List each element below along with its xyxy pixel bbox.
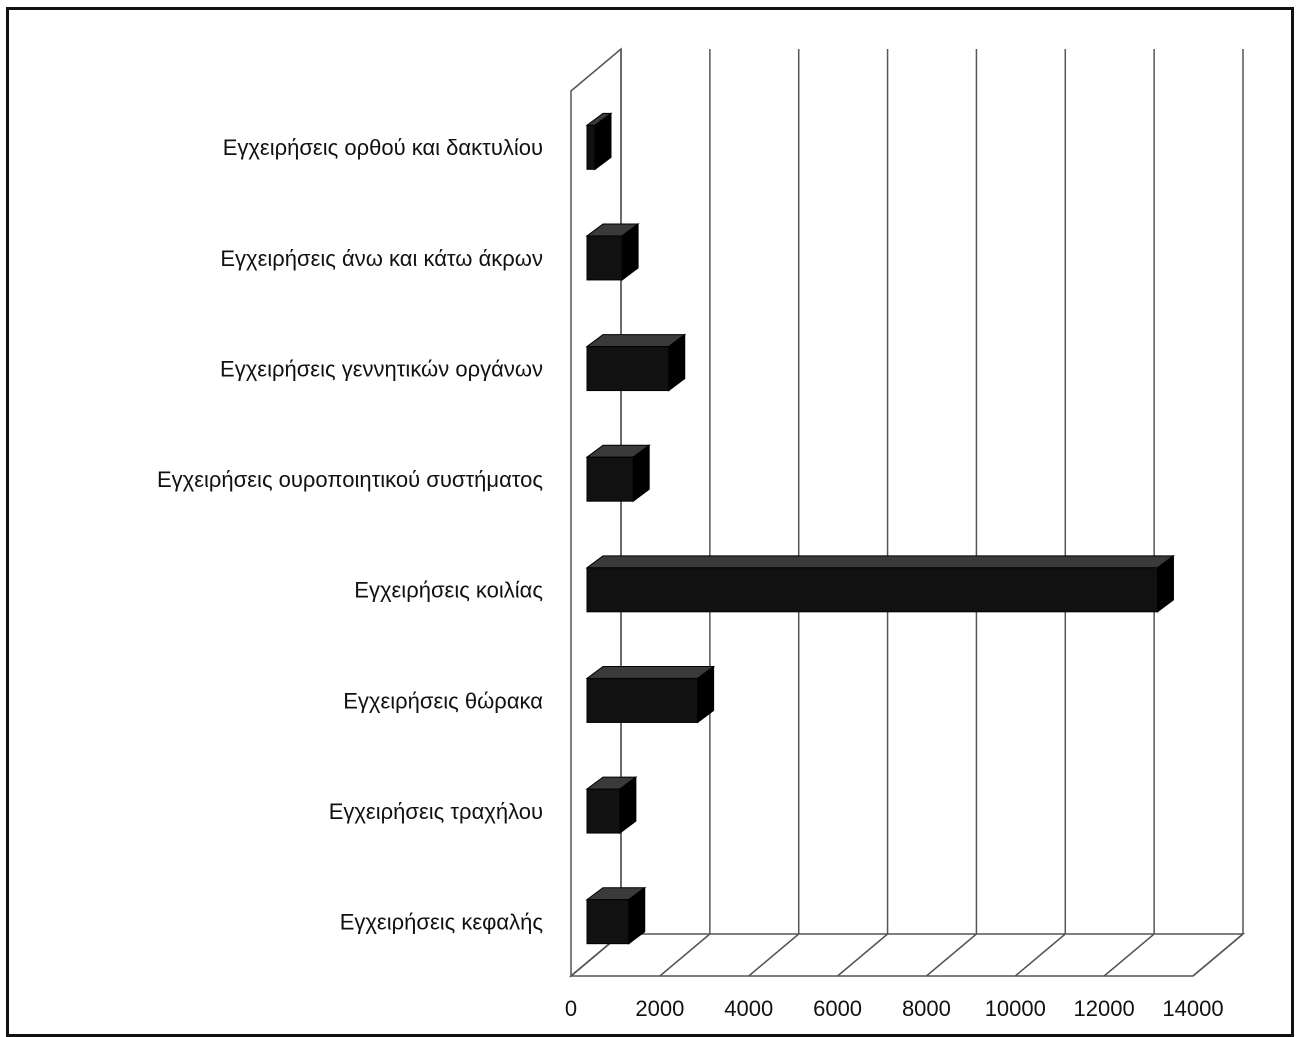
bar bbox=[585, 665, 716, 724]
bar-top bbox=[585, 665, 716, 679]
bar bbox=[585, 333, 687, 392]
bars bbox=[585, 112, 1175, 945]
x-tick-label: 12000 bbox=[1074, 996, 1135, 1021]
x-tick-label: 10000 bbox=[985, 996, 1046, 1021]
bar-front bbox=[586, 124, 596, 170]
bar bbox=[585, 776, 638, 835]
bar-top bbox=[585, 334, 687, 348]
bar-chart: Εγχειρήσεις ορθού και δακτυλίου Εγχειρήσε… bbox=[157, 47, 1246, 1021]
category-label: Εγχειρήσεις τραχήλου bbox=[329, 799, 543, 824]
bar-front bbox=[586, 677, 699, 723]
floor-gridline bbox=[1192, 933, 1244, 977]
bar bbox=[585, 112, 613, 171]
x-tick-label: 2000 bbox=[635, 996, 684, 1021]
category-label: Εγχειρήσεις ορθού και δακτυλίου bbox=[223, 135, 543, 160]
bar bbox=[585, 554, 1175, 613]
bar bbox=[585, 886, 647, 945]
gridlines bbox=[570, 49, 1244, 977]
x-tick-label: 14000 bbox=[1162, 996, 1223, 1021]
floor-gridline bbox=[748, 933, 800, 977]
category-label: Εγχειρήσεις κεφαλής bbox=[340, 910, 543, 935]
x-axis-ticks: 0 2000 4000 6000 8000 10000 12000 14000 bbox=[565, 996, 1224, 1021]
floor-gridline bbox=[1103, 933, 1155, 977]
x-tick-label: 4000 bbox=[724, 996, 773, 1021]
bar bbox=[585, 444, 651, 503]
bar-front bbox=[586, 788, 621, 834]
floor bbox=[568, 933, 1246, 977]
x-tick-label: 0 bbox=[565, 996, 577, 1021]
floor-gridline bbox=[837, 933, 889, 977]
category-label: Εγχειρήσεις θώρακα bbox=[343, 688, 543, 713]
chart-frame: Εγχειρήσεις ορθού και δακτυλίου Εγχειρήσε… bbox=[6, 7, 1294, 1037]
x-tick-label: 6000 bbox=[813, 996, 862, 1021]
category-label: Εγχειρήσεις ουροποιητικού συστήματος bbox=[157, 467, 543, 492]
chart-walls bbox=[568, 47, 1246, 978]
bar-front bbox=[586, 235, 623, 281]
bar-front bbox=[586, 899, 630, 945]
category-label: Εγχειρήσεις γεννητικών οργάνων bbox=[220, 356, 543, 381]
floor-gridline bbox=[1014, 933, 1066, 977]
x-tick-label: 8000 bbox=[902, 996, 951, 1021]
bar-front bbox=[586, 346, 670, 392]
floor-gridline bbox=[659, 933, 711, 977]
category-label: Εγχειρήσεις κοιλίας bbox=[354, 578, 543, 603]
bar-front bbox=[586, 456, 634, 502]
bar bbox=[585, 222, 640, 281]
bar-front bbox=[586, 567, 1158, 613]
bar-top bbox=[585, 555, 1175, 569]
floor-gridline bbox=[925, 933, 977, 977]
category-labels: Εγχειρήσεις ορθού και δακτυλίου Εγχειρήσε… bbox=[157, 135, 543, 934]
side-wall bbox=[570, 47, 622, 978]
category-label: Εγχειρήσεις άνω και κάτω άκρων bbox=[220, 246, 543, 271]
